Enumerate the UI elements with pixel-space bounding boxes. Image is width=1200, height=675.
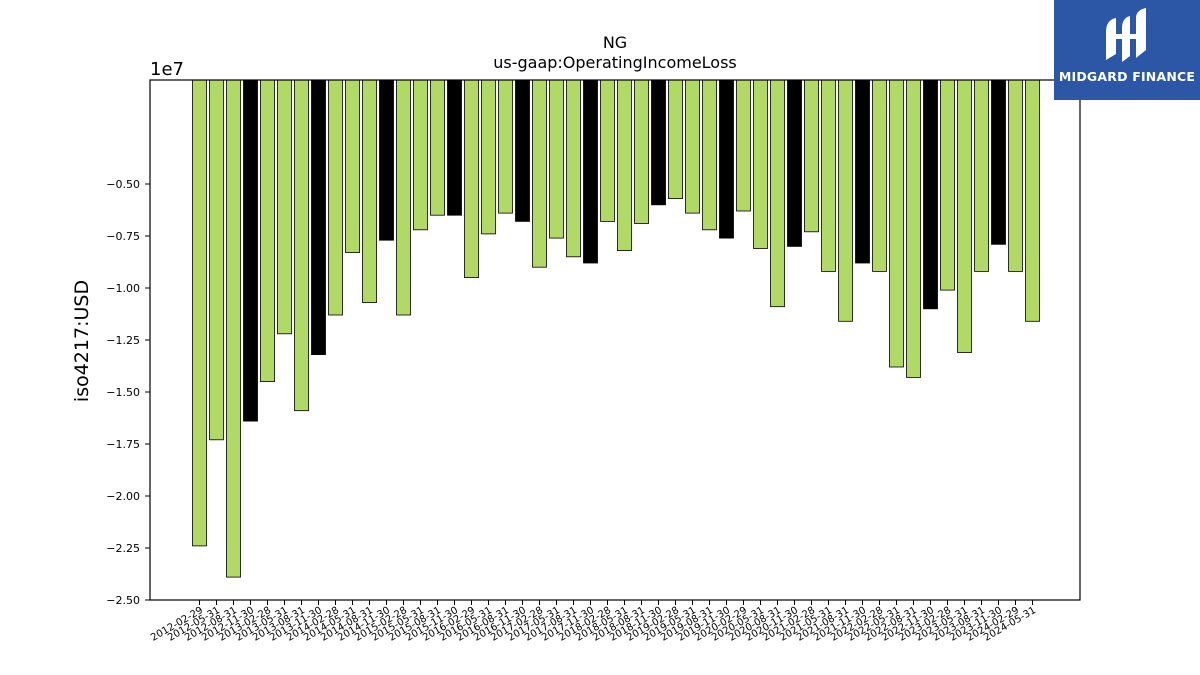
bar-2017-08-31 — [566, 79, 581, 258]
bar-2012-08-31 — [226, 79, 241, 578]
bar-2015-11-30 — [447, 79, 462, 216]
bar-2020-08-31 — [770, 79, 785, 308]
y-scale-label: 1e7 — [150, 59, 184, 80]
bar-2013-05-31 — [277, 79, 292, 335]
bar-2024-02-29 — [1008, 79, 1023, 272]
bar-2021-05-31 — [821, 79, 836, 272]
bar-2024-05-31 — [1025, 79, 1040, 322]
bar-2014-02-28 — [328, 79, 343, 316]
bar-2018-02-28 — [600, 79, 615, 222]
bar-2022-05-31 — [889, 79, 904, 368]
bar-2013-08-31 — [294, 79, 309, 412]
y-tick-label: −1.25 — [106, 334, 140, 347]
brand-name: MIDGARD FINANCE — [1058, 69, 1196, 84]
bar-2018-08-31 — [634, 79, 649, 224]
bar-2021-08-31 — [838, 79, 853, 322]
bar-2012-05-31 — [209, 79, 224, 441]
plot-frame — [149, 79, 1081, 601]
bar-2020-02-29 — [736, 79, 751, 212]
bar-2015-05-31 — [413, 79, 428, 231]
bar-2017-02-28 — [532, 79, 547, 268]
bar-2021-02-28 — [804, 79, 819, 233]
bar-2012-11-30 — [243, 79, 258, 422]
bar-2012-02-29 — [192, 79, 207, 547]
bar-2014-05-31 — [345, 79, 360, 254]
bar-2014-08-31 — [362, 79, 377, 304]
bar-2023-11-30 — [991, 79, 1006, 245]
bar-2022-11-30 — [923, 79, 938, 310]
logo-mark-icon — [1106, 8, 1146, 62]
brand-logo: MIDGARD FINANCE — [1054, 0, 1200, 100]
y-tick-label: −0.50 — [106, 178, 140, 191]
bar-2016-02-29 — [464, 79, 479, 279]
bar-2016-11-30 — [515, 79, 530, 222]
bar-2022-02-28 — [872, 79, 887, 272]
bar-2019-08-31 — [702, 79, 717, 231]
bar-2020-11-30 — [787, 79, 802, 247]
bar-2021-11-30 — [855, 79, 870, 264]
bar-2013-11-30 — [311, 79, 326, 356]
y-tick-label: −2.50 — [106, 594, 140, 607]
bar-2023-05-31 — [957, 79, 972, 353]
bars-group — [192, 79, 1040, 578]
bar-2018-11-30 — [651, 79, 666, 206]
bar-2023-02-28 — [940, 79, 955, 291]
bar-2019-11-30 — [719, 79, 734, 239]
bar-2018-05-31 — [617, 79, 632, 252]
bar-2015-08-31 — [430, 79, 445, 216]
bar-2013-02-28 — [260, 79, 275, 383]
bar-2019-02-28 — [668, 79, 683, 199]
y-axis: −0.50 −0.75 −1.00 −1.25 −1.50 −1.75 −2.00 −2.25… — [106, 178, 150, 607]
y-tick-label: −0.75 — [106, 230, 140, 243]
bar-2016-05-31 — [481, 79, 496, 235]
bar-2016-08-31 — [498, 79, 513, 214]
y-axis-label: iso4217:USD — [71, 280, 93, 402]
bar-2020-05-31 — [753, 79, 768, 249]
bar-2022-08-31 — [906, 79, 921, 378]
bar-2017-11-30 — [583, 79, 598, 264]
bar-2015-02-28 — [396, 79, 411, 316]
y-tick-label: −2.25 — [106, 542, 140, 555]
chart-subtitle: us-gaap:OperatingIncomeLoss — [493, 53, 737, 72]
bar-2019-05-31 — [685, 79, 700, 214]
x-axis: 2012-02-292012-05-312012-08-312012-11-30… — [149, 600, 1038, 644]
bar-2017-05-31 — [549, 79, 564, 239]
y-tick-label: −1.75 — [106, 438, 140, 451]
chart-title: NG — [603, 33, 627, 52]
y-tick-label: −2.00 — [106, 490, 140, 503]
y-tick-label: −1.00 — [106, 282, 140, 295]
bar-2023-08-31 — [974, 79, 989, 272]
y-tick-label: −1.50 — [106, 386, 140, 399]
bar-2014-11-30 — [379, 79, 394, 241]
